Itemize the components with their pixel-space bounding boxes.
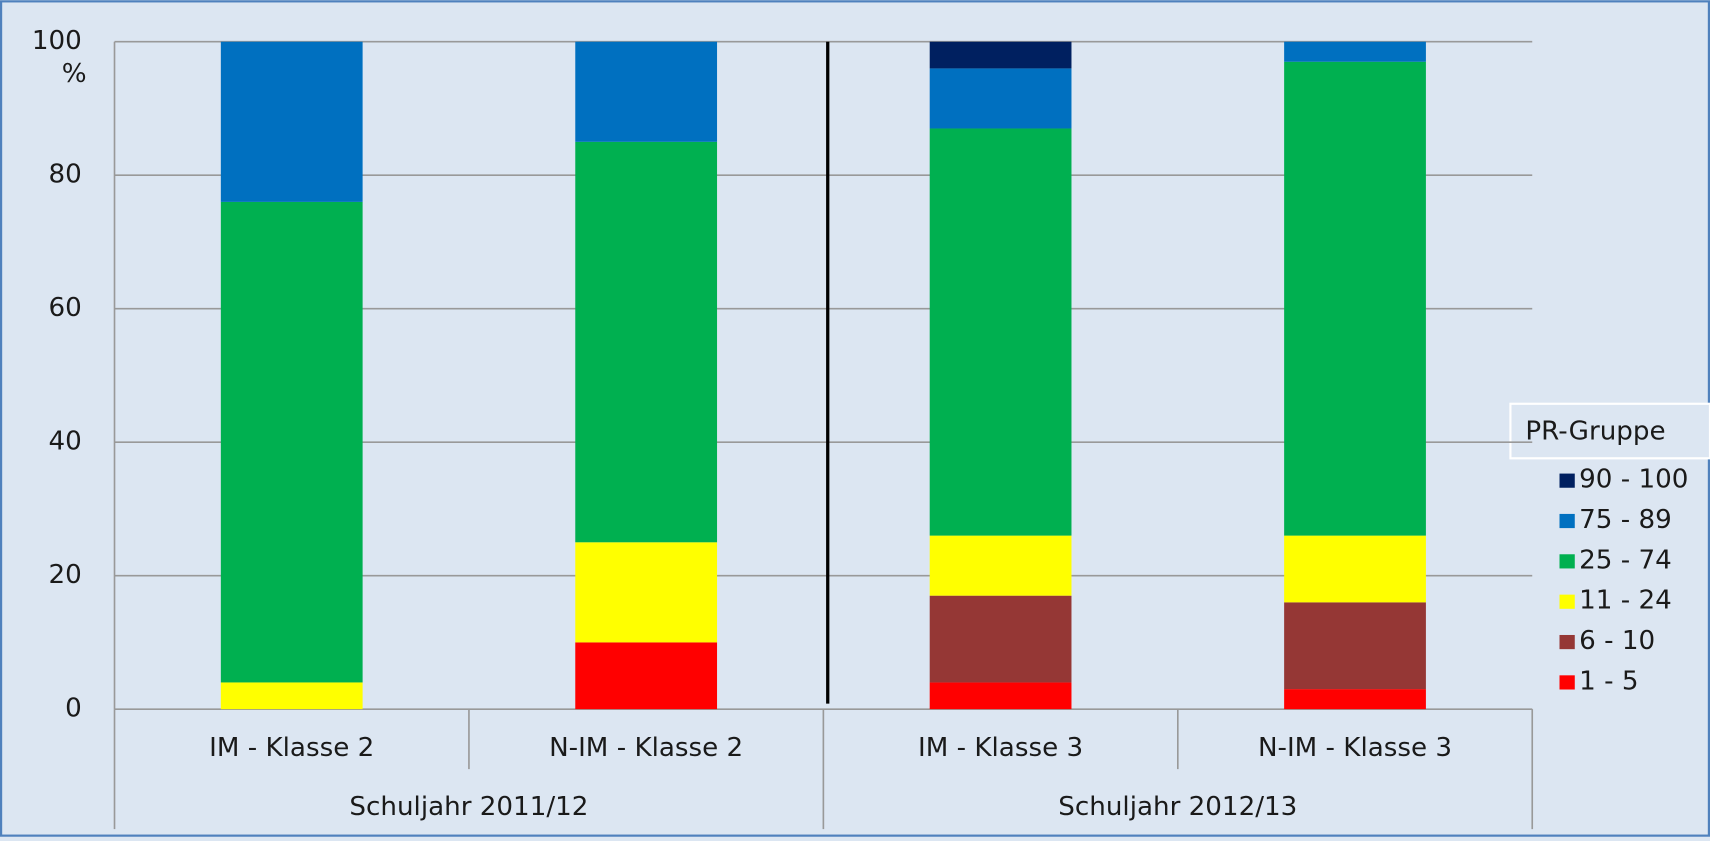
- x-tick-label: IM - Klasse 3: [918, 733, 1083, 763]
- bar-segment: [929, 535, 1072, 596]
- bar-segment: [1284, 61, 1426, 536]
- bar-segment: [1284, 602, 1426, 690]
- y-axis-label: %: [62, 59, 87, 89]
- legend-label: 90 - 100: [1579, 465, 1688, 495]
- y-tick-label: 20: [48, 560, 81, 590]
- bar-segment: [1284, 535, 1426, 603]
- legend-label: 1 - 5: [1579, 666, 1638, 696]
- group-label: Schuljahr 2012/13: [1058, 792, 1297, 822]
- legend-swatch: [1559, 473, 1575, 488]
- bar-segment: [929, 128, 1072, 536]
- bar-segment: [929, 41, 1072, 69]
- x-tick-label: IM - Klasse 2: [209, 733, 374, 763]
- legend-label: 11 - 24: [1579, 586, 1672, 616]
- legend-swatch: [1559, 513, 1575, 529]
- y-tick-label: 80: [48, 160, 81, 190]
- legend-title: PR-Gruppe: [1525, 417, 1665, 447]
- bar-segment: [575, 642, 718, 710]
- x-tick-label: N-IM - Klasse 3: [1258, 733, 1452, 763]
- y-tick-label: 0: [65, 694, 82, 724]
- bar-segment: [929, 595, 1072, 683]
- bar-segment: [575, 41, 718, 142]
- bar-segment: [575, 542, 718, 643]
- bar-segment: [1284, 689, 1426, 710]
- legend-swatch: [1559, 634, 1575, 650]
- y-tick-label: 100: [32, 26, 82, 56]
- bar-segment: [220, 41, 363, 202]
- y-tick-label: 40: [48, 427, 81, 457]
- x-tick-label: N-IM - Klasse 2: [549, 733, 743, 763]
- legend-label: 25 - 74: [1579, 545, 1672, 575]
- group-label: Schuljahr 2011/12: [349, 792, 588, 822]
- legend-swatch: [1559, 594, 1575, 609]
- legend-label: 6 - 10: [1579, 626, 1655, 656]
- legend-swatch: [1559, 675, 1575, 690]
- bar-segment: [220, 682, 363, 710]
- bar-segment: [1284, 41, 1426, 62]
- bar-segment: [929, 68, 1072, 129]
- legend-label: 75 - 89: [1579, 505, 1672, 535]
- y-tick-label: 60: [48, 293, 81, 323]
- bar-segment: [220, 201, 363, 683]
- bar-segment: [575, 141, 718, 543]
- bar-segment: [929, 682, 1072, 710]
- legend-title-box: [1509, 402, 1710, 460]
- legend-swatch: [1559, 554, 1575, 569]
